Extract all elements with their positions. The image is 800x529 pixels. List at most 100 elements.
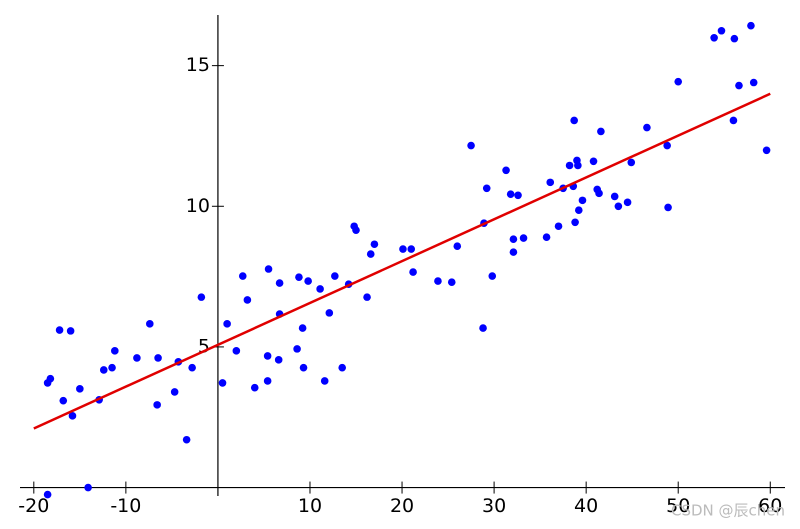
point [99,366,108,374]
point [509,235,518,243]
point [188,363,196,372]
point [674,77,683,86]
point [352,226,360,234]
point [298,324,307,332]
x-tick-label: 50 [666,495,690,517]
point [363,293,371,301]
point [338,363,347,372]
point [506,190,515,198]
point [263,352,272,360]
point [519,234,528,242]
x-tick-label: 10 [298,495,322,517]
point [331,272,339,280]
point [623,198,632,207]
point [735,81,743,90]
point [146,320,154,328]
point [275,279,284,287]
point [589,157,598,166]
point [610,192,619,201]
point [366,250,375,258]
point [453,242,462,251]
point [717,26,726,35]
point [409,268,417,276]
point [320,377,329,385]
point [154,354,162,362]
point [76,385,84,393]
point [325,309,334,317]
point [482,184,491,193]
point [316,285,324,293]
point [574,161,582,170]
point [467,141,475,150]
x-tick-label: -10 [110,495,141,517]
point [729,116,738,125]
point [434,277,442,285]
point [264,265,273,273]
point [502,166,510,175]
point [111,347,119,355]
point [133,354,141,362]
point [614,202,623,211]
point [293,345,301,353]
point [546,178,555,187]
point [238,272,247,280]
point [243,296,252,304]
point [597,127,605,136]
point [571,218,579,227]
x-tick-label: 20 [390,495,414,517]
point [749,78,758,87]
point [84,483,92,492]
fit-line [33,92,771,430]
x-tick-label: 40 [574,495,598,517]
point [570,116,578,125]
point [664,203,672,212]
point [108,363,116,372]
point [509,248,518,256]
point [542,233,551,242]
point [574,206,583,215]
point [627,158,636,167]
point [762,146,771,155]
point [488,272,497,280]
point [479,324,487,332]
point [710,33,718,42]
point [153,401,161,409]
point [565,161,574,170]
point [197,293,206,301]
point [46,374,55,383]
point [295,273,303,281]
point [274,356,283,364]
point [218,379,227,387]
point [66,327,75,335]
point [232,347,241,355]
y-tick-label: 15 [186,54,210,76]
point [730,34,739,43]
point [43,490,52,499]
point [182,435,191,444]
point [595,189,603,198]
point [370,240,379,249]
x-tick-label: -20 [18,495,49,517]
point [407,245,416,253]
point [263,377,272,385]
point [447,278,456,287]
point [578,196,587,205]
point [514,191,522,200]
point [223,320,231,328]
point [304,277,312,285]
point [299,363,308,372]
y-tick-label: 10 [186,195,210,217]
point [663,141,671,150]
point [68,412,77,420]
x-tick-label: 60 [758,495,782,517]
point [250,383,259,392]
point [399,245,407,253]
watermark: CSDN @辰chen [671,502,785,520]
point [170,388,179,396]
x-tick-label: 30 [482,495,506,517]
point [747,21,755,30]
point [59,396,68,405]
point [643,123,651,132]
